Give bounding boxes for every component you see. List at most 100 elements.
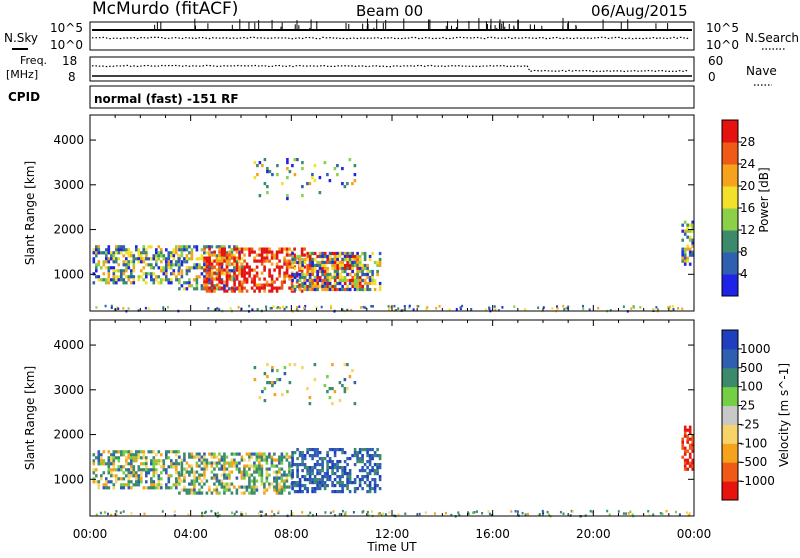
data-cell <box>233 289 236 293</box>
data-cell <box>683 431 687 435</box>
data-cell <box>142 272 146 276</box>
data-cell <box>358 457 362 461</box>
data-cell <box>208 281 211 285</box>
data-cell <box>145 281 148 285</box>
data-cell <box>230 482 234 486</box>
data-cell <box>167 263 171 267</box>
data-cell <box>281 393 284 397</box>
data-cell <box>277 510 280 513</box>
data-cell <box>371 454 374 458</box>
data-cell <box>135 483 138 487</box>
colorbar-tick-label: 20 <box>740 179 755 193</box>
data-cell <box>180 470 184 474</box>
data-cell <box>127 278 131 282</box>
data-cell <box>260 452 264 456</box>
data-cell <box>328 272 332 277</box>
data-cell <box>107 462 111 466</box>
data-cell <box>343 469 347 473</box>
data-cell <box>203 245 206 249</box>
data-cell <box>177 269 181 273</box>
data-cell <box>306 478 309 482</box>
data-cell <box>275 286 279 290</box>
data-cell <box>273 513 276 516</box>
data-cell <box>288 381 292 385</box>
data-cell <box>188 251 191 255</box>
data-cell <box>373 454 377 458</box>
data-cell <box>280 467 284 471</box>
data-cell <box>356 287 359 292</box>
data-cell <box>200 473 204 477</box>
freq-tick-high: 18 <box>62 54 77 68</box>
data-cell <box>215 461 219 465</box>
data-cell <box>162 465 166 469</box>
data-cell <box>258 464 261 468</box>
data-cell <box>165 263 168 267</box>
data-cell <box>268 467 271 471</box>
data-cell <box>105 278 108 282</box>
data-cell <box>175 453 178 457</box>
data-cell <box>326 390 329 394</box>
data-cell <box>160 254 163 258</box>
data-cell <box>142 462 146 466</box>
colorbar-swatch <box>722 405 738 425</box>
data-cell <box>238 470 241 474</box>
data-cell <box>306 263 309 268</box>
data-cell <box>225 256 229 260</box>
data-cell <box>321 469 324 473</box>
data-cell <box>253 452 256 456</box>
data-cell <box>356 281 359 286</box>
noise-tick-low-right: 10^0 <box>706 38 739 52</box>
data-cell <box>371 466 374 470</box>
data-cell <box>248 467 251 471</box>
data-cell <box>263 488 266 492</box>
data-cell <box>691 464 694 468</box>
data-cell <box>198 491 201 495</box>
data-cell <box>326 472 329 476</box>
data-cell <box>293 257 297 262</box>
data-cell <box>145 471 148 475</box>
data-cell <box>681 307 684 311</box>
data-cell <box>185 266 189 270</box>
data-cell <box>376 463 379 467</box>
data-cell <box>157 462 161 466</box>
data-cell <box>341 251 344 256</box>
data-cell <box>371 281 374 286</box>
data-cell <box>233 458 236 462</box>
cpid-label: CPID <box>8 90 40 104</box>
data-cell <box>338 381 342 385</box>
data-cell <box>225 262 229 266</box>
data-cell <box>278 455 281 459</box>
data-cell <box>298 263 302 268</box>
data-cell <box>291 284 294 289</box>
data-cell <box>116 306 119 309</box>
data-cell <box>180 260 184 264</box>
data-cell <box>582 307 585 311</box>
data-cell <box>253 378 257 382</box>
data-cell <box>330 306 333 310</box>
data-cell <box>313 448 317 452</box>
data-cell <box>210 251 214 255</box>
data-cell <box>358 266 362 271</box>
data-cell <box>301 161 304 165</box>
data-cell <box>275 265 279 269</box>
data-cell <box>185 461 189 465</box>
data-cell <box>275 476 279 480</box>
data-cell <box>316 260 319 265</box>
data-cell <box>677 307 680 310</box>
data-cell <box>117 459 121 463</box>
data-cell <box>683 434 687 438</box>
data-cell <box>245 464 249 468</box>
time-axis: 00:00 04:00 08:00 12:00 16:00 20:00 00:00 <box>73 527 712 541</box>
data-cell <box>686 256 689 260</box>
data-cell <box>167 281 171 285</box>
data-cell <box>157 483 161 487</box>
data-cell <box>218 268 221 272</box>
data-cell <box>195 275 199 279</box>
data-cell <box>117 456 121 460</box>
data-cell <box>205 269 209 273</box>
data-cell <box>341 260 344 265</box>
data-cell <box>177 471 181 475</box>
data-cell <box>258 277 261 281</box>
data-cell <box>215 245 219 249</box>
data-cell <box>253 467 256 471</box>
